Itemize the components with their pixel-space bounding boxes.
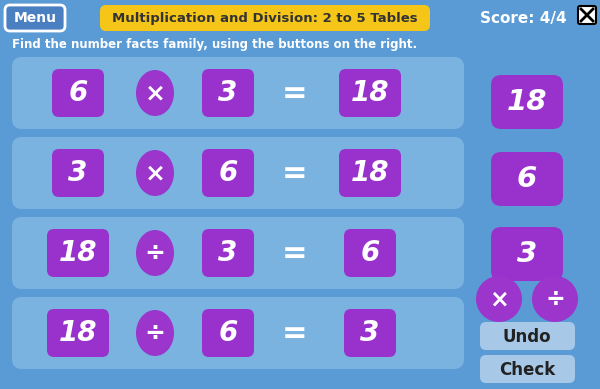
Text: 18: 18 [507, 88, 547, 116]
FancyBboxPatch shape [47, 309, 109, 357]
FancyBboxPatch shape [100, 5, 430, 31]
FancyBboxPatch shape [202, 229, 254, 277]
Text: Score: 4/4: Score: 4/4 [480, 11, 566, 26]
Text: ×: × [145, 81, 166, 105]
Text: 18: 18 [351, 159, 389, 187]
FancyBboxPatch shape [480, 355, 575, 383]
Text: 3: 3 [218, 239, 238, 267]
FancyBboxPatch shape [47, 229, 109, 277]
Text: 3: 3 [218, 79, 238, 107]
FancyBboxPatch shape [491, 227, 563, 281]
Text: 3: 3 [68, 159, 88, 187]
Text: =: = [282, 238, 308, 268]
Text: Menu: Menu [14, 11, 56, 25]
Text: =: = [282, 79, 308, 107]
Text: 3: 3 [361, 319, 380, 347]
FancyBboxPatch shape [12, 137, 464, 209]
Text: ×: × [145, 161, 166, 185]
FancyBboxPatch shape [339, 149, 401, 197]
Text: Multiplication and Division: 2 to 5 Tables: Multiplication and Division: 2 to 5 Tabl… [112, 12, 418, 25]
FancyBboxPatch shape [480, 322, 575, 350]
FancyBboxPatch shape [202, 69, 254, 117]
Text: =: = [282, 319, 308, 347]
Text: Find the number facts family, using the buttons on the right.: Find the number facts family, using the … [12, 37, 417, 51]
Text: Check: Check [499, 361, 555, 379]
Ellipse shape [136, 70, 174, 116]
Text: ×: × [489, 287, 509, 311]
Text: 6: 6 [218, 159, 238, 187]
Ellipse shape [136, 310, 174, 356]
Text: 18: 18 [351, 79, 389, 107]
Text: ÷: ÷ [145, 241, 166, 265]
Ellipse shape [532, 276, 578, 322]
Ellipse shape [136, 230, 174, 276]
FancyBboxPatch shape [12, 297, 464, 369]
FancyBboxPatch shape [491, 75, 563, 129]
Text: 18: 18 [59, 239, 97, 267]
FancyBboxPatch shape [344, 229, 396, 277]
Text: 6: 6 [68, 79, 88, 107]
FancyBboxPatch shape [339, 69, 401, 117]
Text: 6: 6 [361, 239, 380, 267]
FancyBboxPatch shape [578, 6, 596, 24]
FancyBboxPatch shape [202, 309, 254, 357]
FancyBboxPatch shape [5, 5, 65, 31]
FancyBboxPatch shape [52, 69, 104, 117]
FancyBboxPatch shape [491, 152, 563, 206]
FancyBboxPatch shape [52, 149, 104, 197]
FancyBboxPatch shape [202, 149, 254, 197]
Text: 3: 3 [517, 240, 537, 268]
Text: ÷: ÷ [545, 287, 565, 311]
Text: 18: 18 [59, 319, 97, 347]
FancyBboxPatch shape [12, 57, 464, 129]
Text: =: = [282, 158, 308, 187]
Text: 6: 6 [218, 319, 238, 347]
Text: 6: 6 [517, 165, 537, 193]
Ellipse shape [476, 276, 522, 322]
Ellipse shape [136, 150, 174, 196]
Text: ÷: ÷ [145, 321, 166, 345]
Text: Undo: Undo [503, 328, 551, 346]
FancyBboxPatch shape [344, 309, 396, 357]
FancyBboxPatch shape [12, 217, 464, 289]
